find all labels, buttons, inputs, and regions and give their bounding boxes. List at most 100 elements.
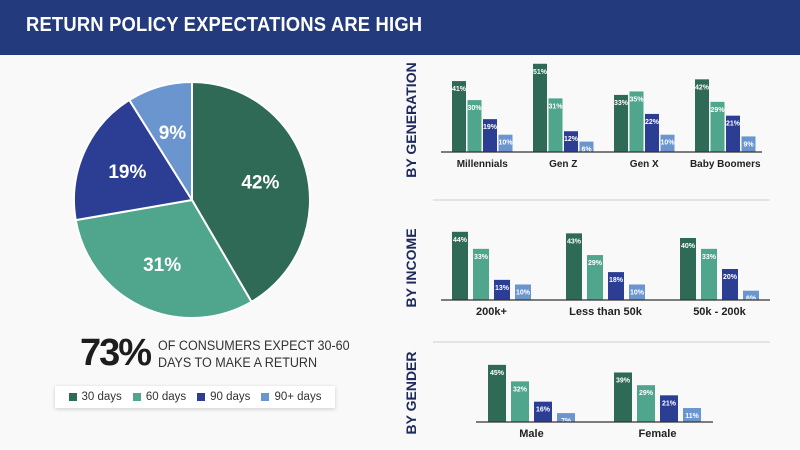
- legend-item-30-days: 30 days: [68, 391, 122, 403]
- bar: [660, 134, 675, 152]
- bar: [608, 272, 624, 300]
- stat-value: 73%: [80, 332, 152, 374]
- bar: [701, 248, 717, 300]
- bar-data-label: 10%: [630, 290, 645, 297]
- bar-data-label: 29%: [710, 107, 725, 114]
- bar-data-label: 6%: [746, 296, 757, 303]
- bar: [637, 385, 655, 422]
- bar: [726, 115, 740, 152]
- pie-slice: [191, 80, 311, 304]
- bar-data-label: 40%: [681, 243, 696, 250]
- bar-data-label: 20%: [723, 274, 738, 281]
- bar-data-label: 44%: [453, 237, 468, 244]
- bar: [498, 134, 513, 152]
- bar-data-label: 30%: [467, 105, 482, 112]
- bar-data-label: 19%: [483, 124, 498, 131]
- legend-swatch: [261, 393, 270, 401]
- category-label: Gen X: [630, 159, 659, 170]
- bar: [722, 269, 738, 300]
- legend-label: 90+ days: [274, 391, 322, 403]
- category-label: 50k - 200k: [693, 306, 746, 318]
- bar-data-label: 10%: [498, 140, 513, 147]
- bar-data-label: 35%: [629, 96, 644, 103]
- bar: [548, 98, 563, 152]
- chart-title: BY INCOME: [403, 228, 419, 307]
- bar-chart-by-gender: BY GENDER45%32%16%7%Male39%29%21%11%Fema…: [403, 352, 713, 440]
- bar: [488, 364, 506, 422]
- pie-slice: [127, 80, 193, 204]
- category-label: Gen Z: [549, 159, 577, 170]
- chart-title: BY GENERATION: [403, 62, 419, 177]
- legend-item-90plus-days: 90+ days: [261, 391, 321, 403]
- bar-data-label: 33%: [474, 254, 489, 261]
- bar: [467, 100, 482, 152]
- bar: [533, 63, 547, 152]
- category-label: Female: [639, 428, 677, 440]
- legend-swatch: [68, 393, 77, 401]
- bar-data-label: 31%: [548, 103, 563, 110]
- bar-data-label: 18%: [609, 277, 624, 284]
- bar-data-label: 39%: [616, 377, 631, 384]
- bar-data-label: 22%: [645, 119, 660, 126]
- bar-data-label: 12%: [564, 136, 579, 143]
- bar-data-label: 16%: [536, 407, 551, 414]
- bar: [473, 248, 489, 300]
- key-stat: 73% OF CONSUMERS EXPECT 30-60 DAYS TO MA…: [80, 332, 368, 375]
- legend-label: 30 days: [81, 391, 122, 403]
- bar-data-label: 9%: [743, 141, 754, 148]
- category-label: 200k+: [476, 306, 507, 318]
- bar: [587, 255, 603, 300]
- bar: [494, 279, 510, 300]
- bar-data-label: 51%: [533, 69, 548, 76]
- bar: [515, 284, 531, 300]
- pie-slice-label: 31%: [143, 255, 181, 276]
- bar: [660, 395, 678, 422]
- bar: [743, 290, 759, 300]
- legend-item-90-days: 90 days: [197, 391, 250, 403]
- bar-data-label: 43%: [567, 238, 582, 245]
- bar: [741, 136, 756, 152]
- bar: [557, 413, 575, 422]
- bar-data-label: 42%: [695, 84, 710, 91]
- bar: [566, 233, 582, 300]
- bar-data-label: 6%: [581, 147, 592, 154]
- bar-data-label: 33%: [702, 254, 717, 261]
- pie-slice: [73, 98, 194, 222]
- bar-data-label: 45%: [490, 370, 505, 377]
- bar-chart-by-income: BY INCOME 44% 33% 13% 10% 200k+ 43% 29% 18% 10% Le…: [403, 228, 770, 318]
- bar-data-label: 13%: [495, 285, 510, 292]
- bar: [645, 113, 659, 152]
- legend-label: 90 days: [210, 391, 251, 403]
- bar-data-label: 21%: [726, 121, 741, 128]
- bar: [614, 94, 628, 152]
- bar: [579, 141, 594, 152]
- bar-data-label: 33%: [614, 100, 629, 107]
- stat-text: OF CONSUMERS EXPECT 30-60 DAYS TO MAKE A…: [158, 337, 350, 370]
- bar-data-label: 11%: [685, 413, 699, 420]
- bar-data-label: 29%: [588, 260, 603, 267]
- bar-data-label: 41%: [452, 86, 467, 93]
- bar-data-label: 32%: [513, 386, 528, 393]
- pie-slice-label: 42%: [241, 172, 279, 193]
- bar: [614, 372, 632, 422]
- bar: [629, 91, 644, 152]
- bar-data-label: 10%: [516, 290, 531, 297]
- bar: [511, 381, 529, 422]
- bar: [629, 284, 645, 300]
- legend-item-60-days: 60 days: [132, 391, 187, 403]
- legend-swatch: [197, 393, 206, 401]
- category-label: Less than 50k: [569, 306, 643, 318]
- bar: [452, 81, 466, 152]
- bar-chart-by-generation: BY GENERATION 41% 30% 19% 10% Millennials 51% 3…: [403, 62, 762, 178]
- category-label: Baby Boomers: [690, 159, 761, 170]
- bar-data-label: 29%: [639, 390, 654, 397]
- bar: [452, 231, 468, 300]
- legend-label: 60 days: [145, 391, 187, 403]
- legend: 30 days 60 days 90 days 90+ days: [55, 386, 335, 408]
- chart-title: BY GENDER: [403, 352, 419, 435]
- pie-slice-label: 19%: [108, 162, 146, 183]
- category-label: Millennials: [457, 159, 509, 170]
- bar-data-label: 10%: [660, 140, 675, 147]
- bar: [680, 238, 696, 300]
